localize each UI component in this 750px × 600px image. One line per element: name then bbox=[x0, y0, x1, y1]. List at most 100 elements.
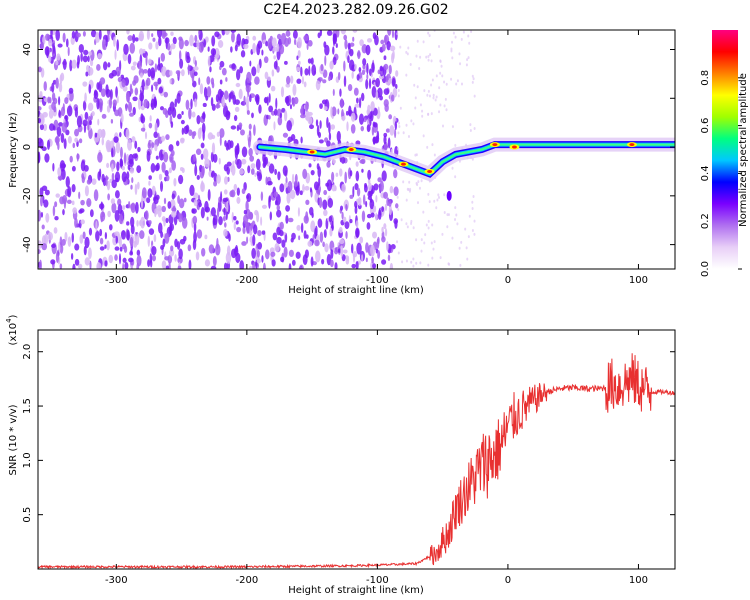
noise-dot bbox=[201, 165, 205, 176]
noise-dot bbox=[43, 81, 47, 92]
noise-dot bbox=[158, 56, 161, 68]
noise-dot bbox=[196, 39, 200, 50]
noise-dot bbox=[54, 215, 59, 221]
noise-dot bbox=[460, 82, 463, 86]
noise-dot bbox=[96, 63, 101, 71]
noise-dot bbox=[146, 150, 151, 162]
noise-dot bbox=[286, 192, 291, 204]
noise-dot bbox=[105, 88, 111, 98]
noise-dot bbox=[218, 216, 223, 226]
noise-dot bbox=[356, 242, 362, 255]
noise-dot bbox=[236, 226, 242, 233]
noise-dot bbox=[88, 51, 92, 56]
noise-dot bbox=[38, 209, 42, 222]
noise-dot bbox=[267, 180, 273, 186]
noise-dot bbox=[300, 222, 304, 234]
noise-dot bbox=[381, 230, 385, 240]
y-tick-label: 0.5 bbox=[22, 507, 33, 523]
noise-dot bbox=[430, 59, 433, 63]
noise-dot bbox=[83, 164, 89, 172]
noise-dot bbox=[147, 142, 152, 149]
noise-dot bbox=[52, 125, 56, 131]
noise-dot bbox=[466, 257, 469, 261]
noise-dot bbox=[235, 82, 241, 88]
noise-dot bbox=[170, 31, 174, 36]
noise-dot bbox=[276, 204, 281, 211]
noise-dot bbox=[397, 131, 400, 135]
noise-dot bbox=[361, 210, 366, 223]
noise-dot bbox=[387, 30, 392, 36]
snr-multiplier-base: (x10 bbox=[8, 323, 19, 346]
noise-dot bbox=[269, 211, 273, 221]
noise-dot bbox=[352, 186, 355, 198]
noise-dot bbox=[221, 30, 226, 36]
noise-dot bbox=[290, 237, 294, 243]
noise-dot bbox=[405, 73, 408, 77]
noise-dot bbox=[148, 58, 152, 65]
noise-dot bbox=[50, 259, 56, 265]
noise-dot bbox=[103, 61, 108, 71]
noise-dot bbox=[393, 168, 398, 179]
noise-dot bbox=[136, 181, 140, 190]
noise-dot bbox=[328, 132, 332, 141]
noise-dot bbox=[243, 209, 248, 215]
noise-dot bbox=[147, 67, 152, 78]
noise-dot bbox=[230, 165, 233, 173]
noise-dot bbox=[353, 87, 359, 96]
noise-dot bbox=[183, 197, 187, 203]
noise-dot bbox=[51, 101, 56, 111]
noise-dot bbox=[238, 88, 243, 100]
noise-dot bbox=[132, 96, 138, 102]
noise-dot bbox=[421, 109, 424, 113]
noise-dot bbox=[198, 77, 201, 86]
noise-dot bbox=[204, 158, 210, 168]
noise-dot bbox=[251, 66, 257, 77]
noise-dot bbox=[155, 41, 159, 50]
noise-dot bbox=[332, 159, 336, 164]
noise-dot bbox=[472, 77, 475, 81]
noise-dot bbox=[160, 135, 165, 142]
noise-dot bbox=[274, 242, 280, 253]
noise-dot bbox=[104, 260, 108, 267]
noise-dot bbox=[427, 192, 430, 196]
noise-dot bbox=[366, 73, 369, 80]
noise-dot bbox=[310, 170, 315, 176]
noise-dot bbox=[125, 128, 130, 140]
noise-dot bbox=[434, 98, 437, 102]
noise-dot bbox=[114, 109, 120, 117]
noise-dot bbox=[181, 167, 185, 173]
noise-dot bbox=[441, 74, 444, 78]
noise-dot bbox=[355, 161, 359, 167]
noise-dot bbox=[116, 161, 120, 172]
noise-dot bbox=[111, 179, 117, 189]
noise-dot bbox=[313, 181, 319, 191]
noise-dot bbox=[193, 198, 198, 207]
noise-dot bbox=[82, 231, 86, 240]
noise-dot bbox=[435, 95, 438, 99]
noise-dot bbox=[332, 46, 335, 55]
noise-dot bbox=[412, 264, 415, 268]
noise-dot bbox=[65, 129, 70, 136]
noise-dot bbox=[433, 240, 436, 244]
noise-dot bbox=[194, 34, 198, 43]
noise-dot bbox=[56, 53, 61, 61]
noise-dot bbox=[67, 186, 72, 198]
noise-dot bbox=[87, 67, 94, 76]
noise-dot bbox=[190, 98, 193, 110]
noise-dot bbox=[381, 226, 384, 233]
noise-dot bbox=[328, 75, 331, 82]
noise-dot bbox=[352, 36, 355, 42]
noise-dot bbox=[194, 59, 197, 67]
noise-dot bbox=[395, 203, 399, 209]
noise-dot bbox=[181, 217, 188, 229]
noise-dot bbox=[139, 92, 145, 102]
noise-dot bbox=[161, 66, 167, 77]
noise-dot bbox=[362, 58, 367, 66]
noise-dot bbox=[337, 248, 341, 253]
noise-dot bbox=[187, 244, 192, 252]
noise-dot bbox=[414, 153, 417, 157]
noise-dot bbox=[210, 151, 215, 163]
noise-dot bbox=[371, 62, 375, 73]
noise-dot bbox=[248, 123, 252, 130]
noise-dot bbox=[153, 196, 159, 205]
